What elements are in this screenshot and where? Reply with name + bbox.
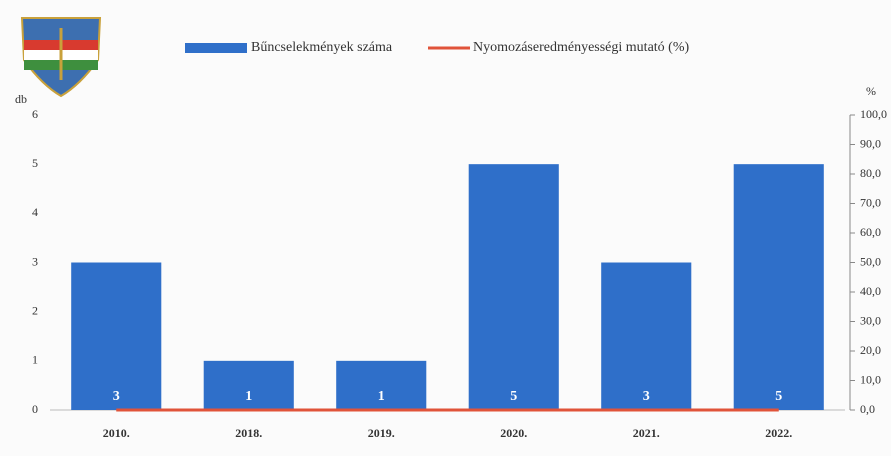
- data-label: 3: [643, 389, 650, 404]
- bar: [601, 262, 692, 410]
- data-label: 5: [775, 389, 782, 404]
- data-label: 5: [510, 389, 517, 404]
- bar: [733, 164, 824, 410]
- x-tick-label: 2019.: [368, 426, 395, 440]
- x-tick-label: 2021.: [633, 426, 660, 440]
- y2-tick-label: 0,0: [860, 402, 875, 416]
- bar: [468, 164, 559, 410]
- data-label: 1: [378, 389, 385, 404]
- y2-tick-label: 40,0: [860, 284, 881, 298]
- legend-swatch: [185, 43, 247, 53]
- x-tick-label: 2022.: [765, 426, 792, 440]
- y-tick-label: 3: [32, 254, 38, 268]
- bar: [336, 360, 427, 410]
- data-label: 1: [245, 389, 252, 404]
- y-tick-label: 0: [32, 402, 38, 416]
- y2-tick-label: 90,0: [860, 136, 881, 150]
- y-tick-label: 1: [32, 353, 38, 367]
- police-logo: [20, 17, 102, 98]
- y2-tick-label: 30,0: [860, 313, 881, 327]
- y2-tick-label: 10,0: [860, 372, 881, 386]
- y-tick-label: 2: [32, 303, 38, 317]
- data-label: 3: [113, 389, 120, 404]
- y2-tick-label: 100,0: [860, 107, 887, 121]
- y2-tick-label: 20,0: [860, 343, 881, 357]
- x-tick-label: 2010.: [103, 426, 130, 440]
- y2-tick-label: 50,0: [860, 254, 881, 268]
- legend-label: Nyomozáseredményességi mutató (%): [473, 40, 689, 55]
- y-tick-label: 4: [32, 205, 38, 219]
- y-tick-label: 5: [32, 156, 38, 170]
- x-tick-label: 2020.: [500, 426, 527, 440]
- y-tick-label: 6: [32, 107, 38, 121]
- bar: [203, 360, 294, 410]
- y2-tick-label: 60,0: [860, 225, 881, 239]
- y2-tick-label: 70,0: [860, 195, 881, 209]
- bar: [71, 262, 162, 410]
- y2-axis-label: %: [866, 84, 876, 98]
- legend-label: Bűncselekmények száma: [251, 40, 393, 55]
- y2-tick-label: 80,0: [860, 166, 881, 180]
- x-tick-label: 2018.: [235, 426, 262, 440]
- y-axis-label: db: [15, 92, 27, 106]
